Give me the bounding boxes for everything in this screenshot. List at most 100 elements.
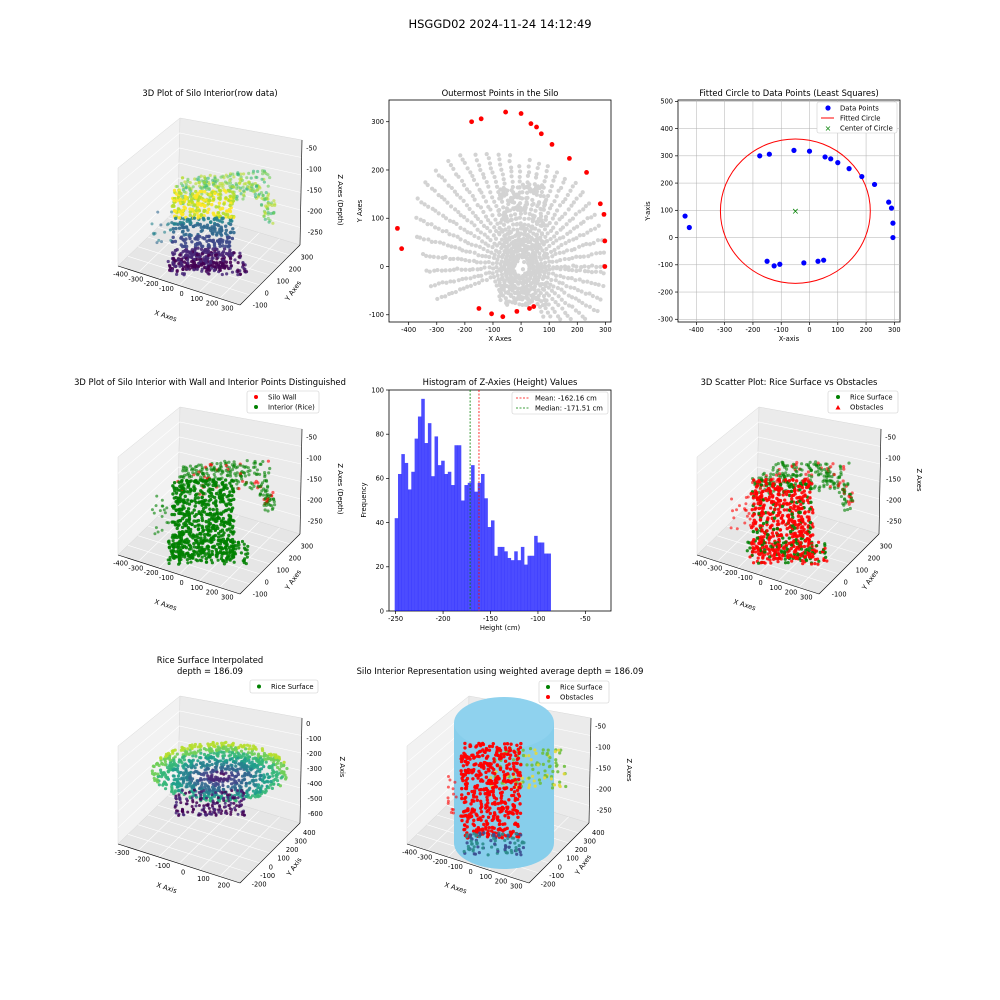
point <box>843 501 848 505</box>
point <box>191 224 196 229</box>
point <box>198 552 202 556</box>
interior-point <box>523 271 528 276</box>
histogram-bar <box>471 465 475 611</box>
point <box>209 497 213 502</box>
interior-point <box>458 213 463 218</box>
point <box>159 223 163 227</box>
x-tick-label: 200 <box>785 589 798 597</box>
circle-center-marker: × <box>792 207 800 217</box>
interior-point <box>495 221 500 226</box>
interior-point <box>476 235 481 241</box>
point <box>188 180 192 185</box>
point <box>757 511 761 516</box>
point <box>229 509 234 513</box>
point <box>847 494 851 498</box>
point <box>265 489 269 493</box>
point <box>752 492 757 496</box>
point <box>180 532 185 536</box>
point <box>201 529 205 533</box>
point <box>214 503 218 507</box>
interior-point <box>552 234 557 239</box>
y-axis-label: Y Axes <box>356 199 364 223</box>
point <box>227 235 231 239</box>
outer-point <box>531 304 537 309</box>
interior-point <box>477 244 482 249</box>
interior-point <box>537 255 542 260</box>
point <box>221 216 225 220</box>
interior-point <box>457 287 463 292</box>
point <box>189 233 193 238</box>
histogram-bar <box>398 473 402 611</box>
interior-point <box>467 258 472 264</box>
point <box>219 522 223 527</box>
point <box>208 198 212 203</box>
interior-point <box>542 203 547 208</box>
point <box>223 266 227 270</box>
point <box>788 553 793 557</box>
point <box>199 489 203 493</box>
histogram-bar <box>530 555 535 611</box>
interior-point <box>503 296 508 301</box>
point <box>251 187 255 191</box>
point <box>187 199 192 204</box>
point <box>261 193 265 197</box>
interior-point <box>497 294 502 299</box>
interior-point <box>472 274 477 279</box>
interior-point <box>490 261 495 266</box>
point <box>800 547 804 551</box>
x-tick-label: -300 <box>717 326 732 334</box>
point <box>169 549 173 553</box>
histogram-bar <box>451 485 455 611</box>
point <box>798 533 803 537</box>
point <box>173 523 178 527</box>
point <box>807 473 811 478</box>
point <box>178 197 183 202</box>
surface-point <box>240 754 244 758</box>
interior-point <box>554 170 560 175</box>
point <box>160 514 164 518</box>
point <box>849 496 854 500</box>
interior-point <box>531 215 536 220</box>
data-point <box>890 234 896 241</box>
y-tick-label: 100 <box>277 566 290 574</box>
interior-point <box>526 216 531 221</box>
point <box>762 541 766 545</box>
interior-point <box>490 213 495 218</box>
interior-point <box>538 282 543 287</box>
point <box>190 207 195 212</box>
interior-point <box>561 235 566 240</box>
interior-point <box>517 169 523 174</box>
grid-line <box>117 147 302 201</box>
interior-point <box>441 213 446 218</box>
interior-point <box>436 192 441 198</box>
point <box>220 240 225 244</box>
outer-point <box>500 314 506 320</box>
x-axis-line <box>117 554 241 595</box>
interior-point <box>570 216 576 221</box>
y-tick-label: 200 <box>286 846 299 854</box>
point <box>202 538 206 542</box>
point <box>208 173 212 177</box>
point <box>213 191 217 196</box>
point <box>207 555 212 559</box>
interior-point <box>462 227 467 232</box>
point <box>769 500 774 505</box>
point <box>847 461 851 465</box>
z-tick-label: -50 <box>306 433 317 441</box>
point <box>751 529 756 534</box>
outer-point <box>469 119 475 125</box>
surface-point <box>262 751 267 756</box>
point <box>260 177 264 181</box>
point <box>207 494 212 499</box>
y-tick-label: -100 <box>658 261 673 269</box>
point <box>239 474 243 478</box>
point <box>247 180 251 184</box>
interior-point <box>422 202 427 207</box>
point <box>178 493 183 497</box>
point <box>190 522 194 527</box>
point <box>808 490 812 494</box>
interior-point <box>546 263 552 269</box>
panel-title: 3D Plot of Silo Interior(row data) <box>142 88 277 98</box>
point <box>206 473 211 478</box>
surface-point <box>278 767 282 771</box>
